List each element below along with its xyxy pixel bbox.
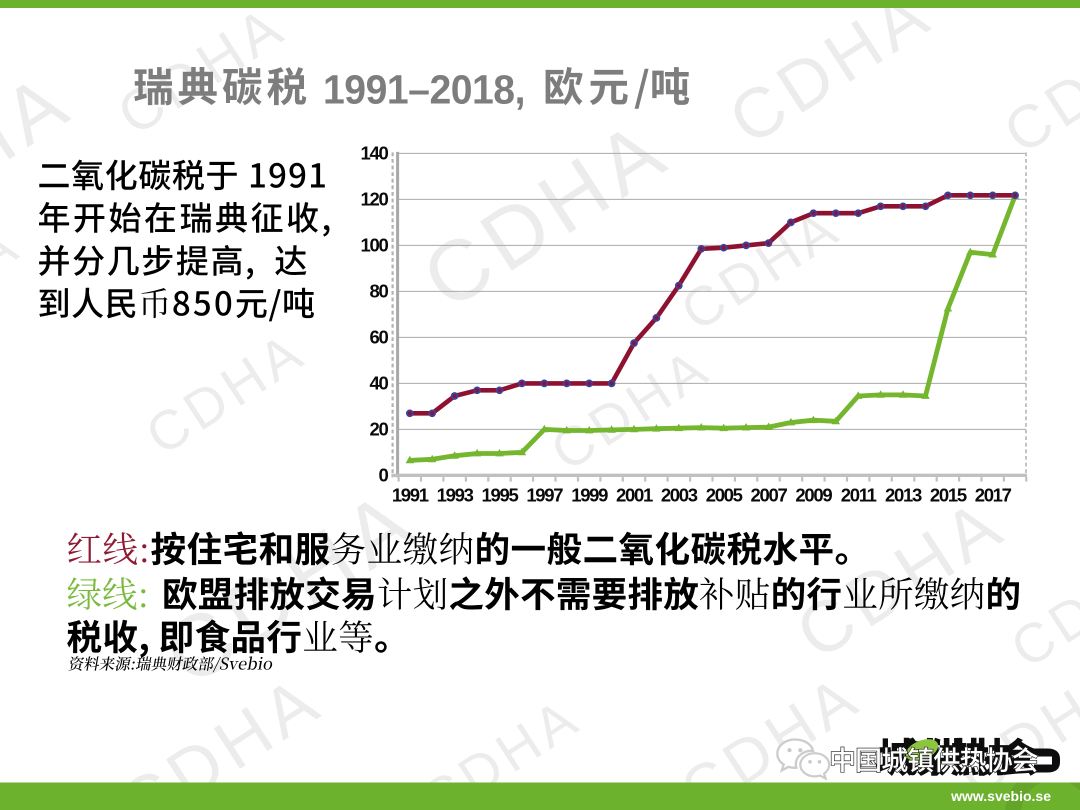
svg-text:1991: 1991 bbox=[392, 485, 429, 506]
svg-text:2001: 2001 bbox=[616, 485, 653, 506]
svg-text:1999: 1999 bbox=[571, 485, 608, 506]
svg-text:2005: 2005 bbox=[706, 485, 743, 506]
svg-text:1993: 1993 bbox=[437, 485, 474, 506]
svg-text:100: 100 bbox=[361, 235, 389, 256]
svg-text:20: 20 bbox=[370, 419, 389, 440]
svg-text:2003: 2003 bbox=[661, 485, 698, 506]
svg-text:140: 140 bbox=[361, 143, 389, 164]
svg-text:www.svebio.se: www.svebio.se bbox=[950, 788, 1051, 804]
svg-text:2017: 2017 bbox=[975, 485, 1012, 506]
svg-text:1991–2018,: 1991–2018, bbox=[323, 67, 525, 113]
svg-text:80: 80 bbox=[370, 281, 389, 302]
svg-text:1997: 1997 bbox=[526, 485, 563, 506]
svg-text:60: 60 bbox=[370, 327, 389, 348]
svg-text:40: 40 bbox=[370, 373, 389, 394]
svg-text:2013: 2013 bbox=[885, 485, 922, 506]
svg-text:1995: 1995 bbox=[482, 485, 519, 506]
svg-text:2009: 2009 bbox=[795, 485, 832, 506]
svg-text:2015: 2015 bbox=[930, 485, 967, 506]
svg-text:0: 0 bbox=[379, 465, 389, 486]
svg-text:2007: 2007 bbox=[751, 485, 788, 506]
svg-text:120: 120 bbox=[361, 189, 389, 210]
svg-text:2011: 2011 bbox=[841, 485, 877, 506]
